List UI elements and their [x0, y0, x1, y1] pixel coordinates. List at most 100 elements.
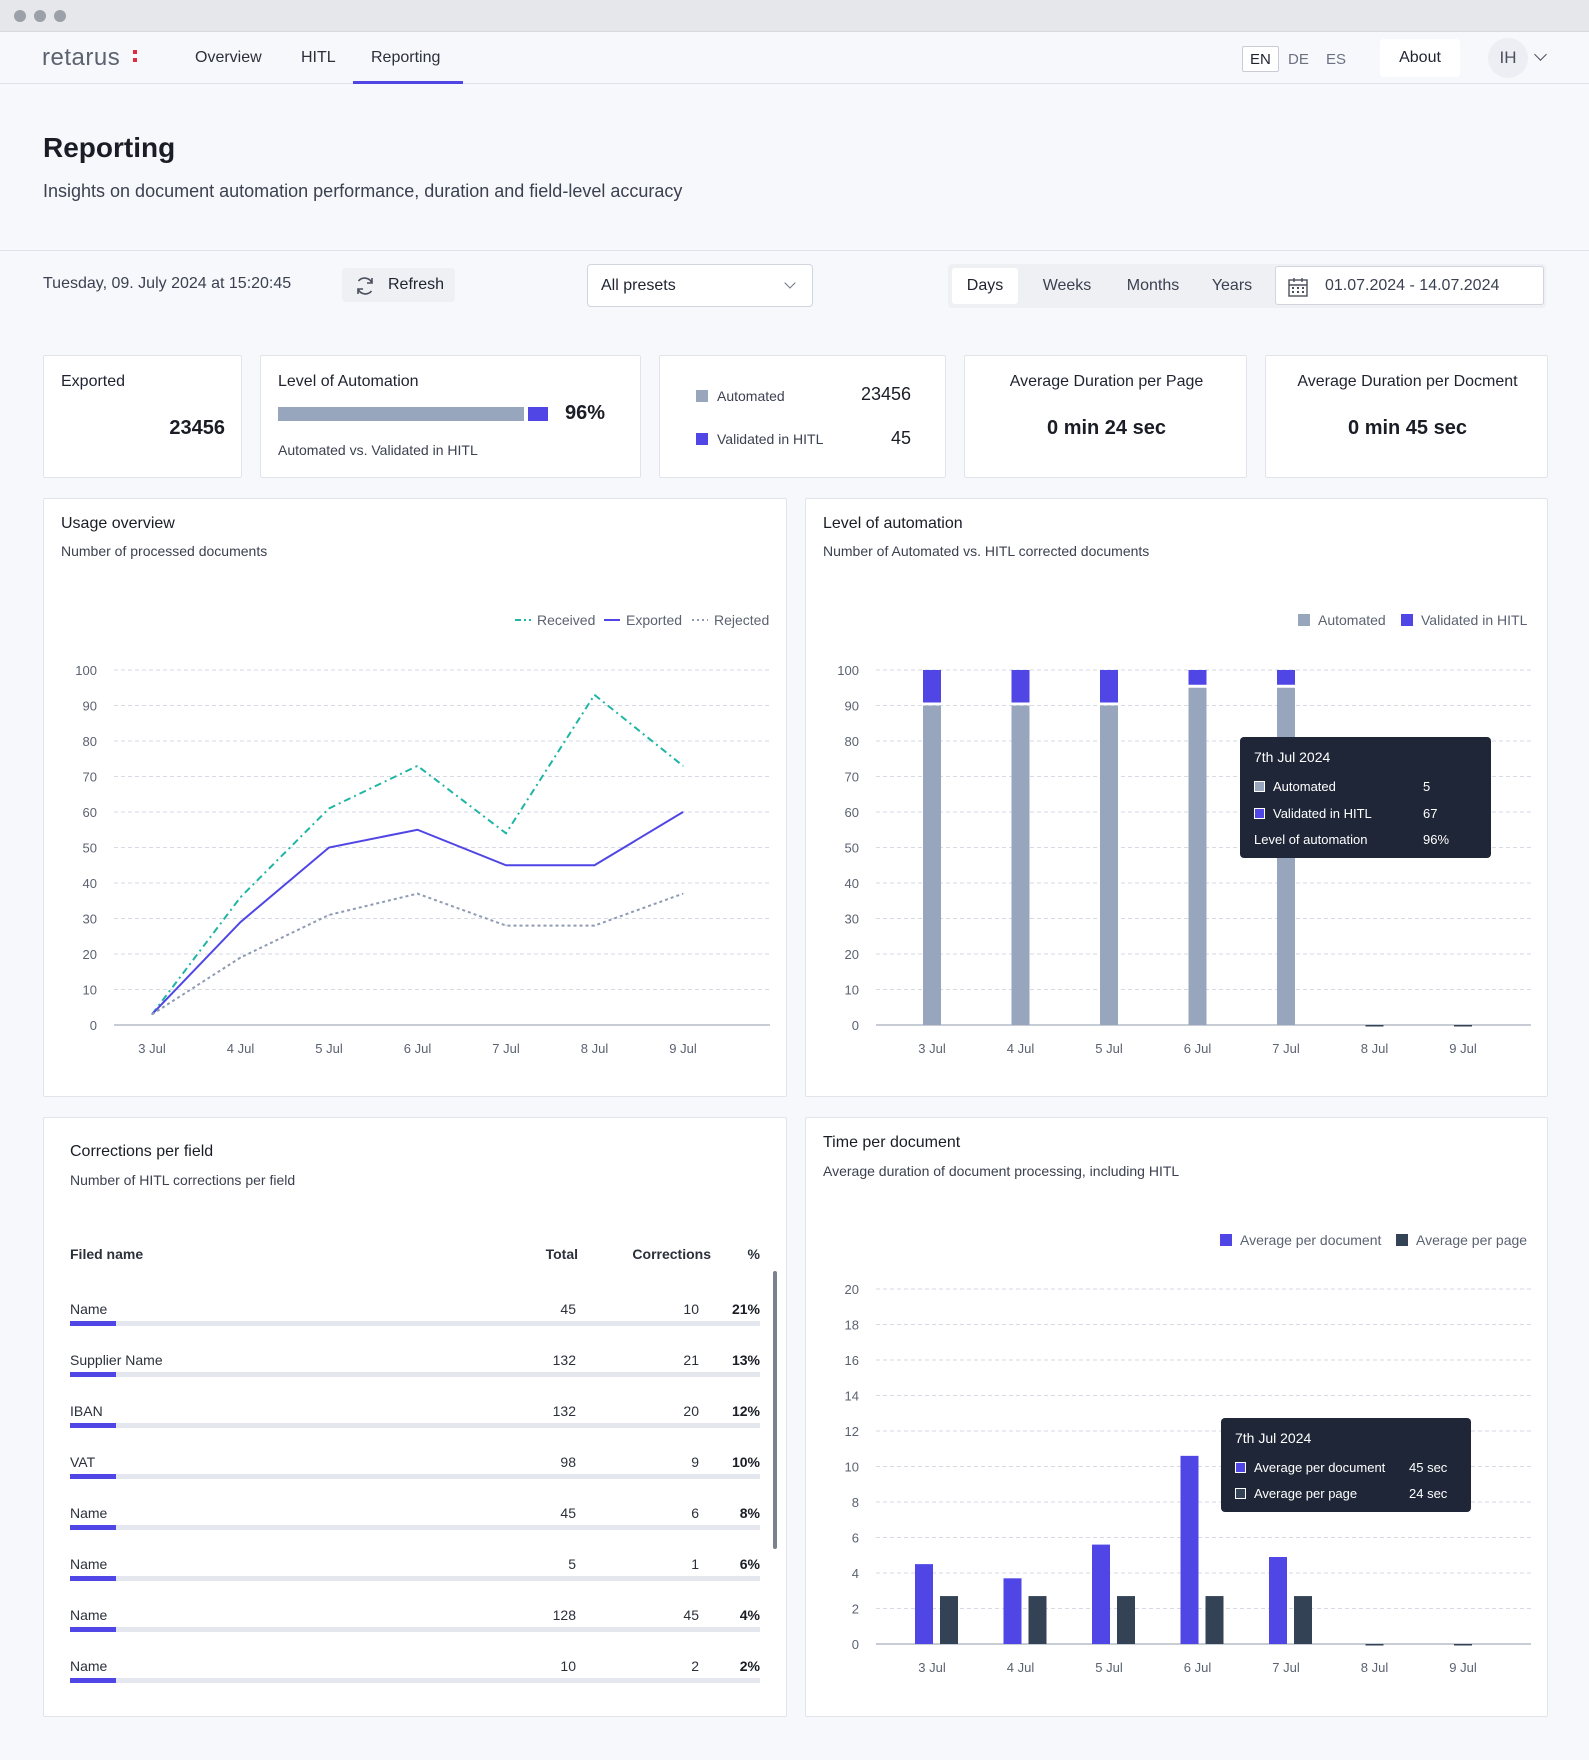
top-navbar: retarus Overview HITL Reporting EN DE ES… [0, 32, 1589, 84]
period-years[interactable]: Years [1211, 277, 1253, 294]
retarus-logo[interactable]: retarus [42, 44, 121, 71]
period-weeks[interactable]: Weeks [1042, 277, 1092, 294]
legend-rejected-label[interactable]: Rejected [714, 612, 769, 628]
field-name: Name [70, 1607, 108, 1623]
kpi-automation-caption: Automated vs. Validated in HITL [278, 442, 478, 458]
legend-validated-swatch [1401, 614, 1413, 626]
bar-validated[interactable] [923, 670, 941, 703]
window-close-dot[interactable] [14, 10, 26, 22]
x-tick-label: 3 Jul [918, 1660, 946, 1675]
nav-overview[interactable]: Overview [195, 49, 262, 66]
bar-avg-page[interactable] [1205, 1596, 1224, 1644]
bar-avg-page[interactable] [940, 1596, 958, 1644]
col-header-total[interactable]: Total [545, 1246, 578, 1262]
data-point[interactable] [682, 765, 684, 767]
legend-avg-doc-label[interactable]: Average per document [1240, 1232, 1381, 1248]
bar-empty[interactable] [1365, 1644, 1384, 1646]
bar-validated[interactable] [1100, 670, 1118, 703]
data-point[interactable] [417, 829, 418, 831]
bar-validated[interactable] [1011, 670, 1030, 703]
field-name: Name [70, 1505, 108, 1521]
lang-es[interactable]: ES [1326, 51, 1347, 68]
bar-avg-doc[interactable] [1092, 1544, 1110, 1644]
series-received-line[interactable] [151, 693, 684, 1015]
field-bar-fill [70, 1423, 116, 1428]
period-months[interactable]: Months [1126, 277, 1180, 294]
corrections-panel: Corrections per field Number of HITL cor… [43, 1117, 787, 1717]
data-point[interactable] [417, 893, 418, 895]
bar-empty[interactable] [1365, 1025, 1384, 1027]
bar-automated[interactable] [1011, 705, 1030, 1026]
data-point[interactable] [240, 921, 241, 923]
data-point[interactable] [505, 832, 507, 834]
window-minimize-dot[interactable] [34, 10, 46, 22]
bar-automated[interactable] [1188, 687, 1207, 1025]
bar-avg-doc[interactable] [1180, 1455, 1199, 1644]
field-total: 45 [560, 1505, 576, 1521]
table-row[interactable]: Supplier Name 132 21 13% [70, 1352, 760, 1392]
bar-avg-page[interactable] [1294, 1596, 1312, 1644]
data-point[interactable] [240, 896, 241, 898]
col-header-percent[interactable]: % [747, 1246, 760, 1262]
table-row[interactable]: Name 45 6 8% [70, 1505, 760, 1545]
col-header-corrections[interactable]: Corrections [632, 1246, 711, 1262]
data-point[interactable] [505, 864, 507, 866]
table-row[interactable]: Name 45 10 21% [70, 1301, 760, 1341]
bar-avg-doc[interactable] [915, 1564, 933, 1644]
about-button[interactable]: About [1380, 39, 1460, 77]
bar-validated[interactable] [1277, 670, 1295, 685]
table-scrollbar[interactable] [773, 1271, 777, 1549]
table-row[interactable]: Name 128 45 4% [70, 1607, 760, 1647]
legend-received-label[interactable]: Received [537, 612, 595, 628]
bar-empty[interactable] [1454, 1025, 1472, 1027]
kpi-automated-label: Automated [717, 388, 785, 404]
data-point[interactable] [151, 1013, 153, 1015]
data-point[interactable] [594, 925, 595, 927]
legend-avg-page-label[interactable]: Average per page [1416, 1232, 1527, 1248]
table-row[interactable]: VAT 98 9 10% [70, 1454, 760, 1494]
data-point[interactable] [328, 914, 330, 916]
field-percent: 2% [739, 1658, 760, 1674]
data-point[interactable] [505, 925, 507, 927]
data-point[interactable] [240, 957, 241, 959]
refresh-button[interactable]: Refresh [342, 268, 455, 302]
legend-automated-label[interactable]: Automated [1318, 612, 1386, 628]
data-point[interactable] [417, 765, 418, 767]
bar-avg-page[interactable] [1028, 1596, 1047, 1644]
user-avatar[interactable]: IH [1488, 38, 1528, 78]
bar-avg-page[interactable] [1117, 1596, 1135, 1644]
bar-automated[interactable] [923, 705, 941, 1026]
field-name: IBAN [70, 1403, 103, 1419]
bar-avg-doc[interactable] [1269, 1557, 1287, 1644]
lang-de[interactable]: DE [1288, 51, 1309, 68]
tooltip-automated-label: Automated [1273, 779, 1336, 794]
x-tick-label: 9 Jul [1449, 1041, 1477, 1056]
nav-reporting[interactable]: Reporting [371, 49, 441, 66]
series-exported-line[interactable] [151, 811, 684, 1016]
bar-avg-doc[interactable] [1003, 1578, 1022, 1644]
table-row[interactable]: Name 10 2 2% [70, 1658, 760, 1698]
table-row[interactable]: IBAN 132 20 12% [70, 1403, 760, 1443]
x-tick-label: 8 Jul [1361, 1041, 1389, 1056]
lang-en[interactable]: EN [1242, 46, 1279, 72]
bar-validated[interactable] [1188, 670, 1207, 685]
data-point[interactable] [682, 811, 684, 813]
data-point[interactable] [594, 694, 595, 696]
data-point[interactable] [328, 807, 330, 809]
preset-select[interactable]: All presets [587, 264, 813, 307]
data-point[interactable] [328, 847, 330, 848]
data-point[interactable] [594, 864, 595, 866]
date-range-picker[interactable]: 01.07.2024 - 14.07.2024 [1275, 266, 1544, 305]
window-maximize-dot[interactable] [54, 10, 66, 22]
time-tooltip-date: 7th Jul 2024 [1235, 1430, 1312, 1446]
bar-automated[interactable] [1100, 705, 1118, 1026]
legend-exported-label[interactable]: Exported [626, 612, 682, 628]
legend-validated-label[interactable]: Validated in HITL [1421, 612, 1528, 628]
col-header-field[interactable]: Filed name [70, 1246, 144, 1262]
bar-empty[interactable] [1454, 1644, 1472, 1646]
chevron-down-icon[interactable] [1534, 48, 1547, 61]
period-days[interactable]: Days [952, 268, 1018, 304]
table-row[interactable]: Name 5 1 6% [70, 1556, 760, 1596]
nav-hitl[interactable]: HITL [301, 49, 336, 66]
data-point[interactable] [682, 893, 684, 895]
